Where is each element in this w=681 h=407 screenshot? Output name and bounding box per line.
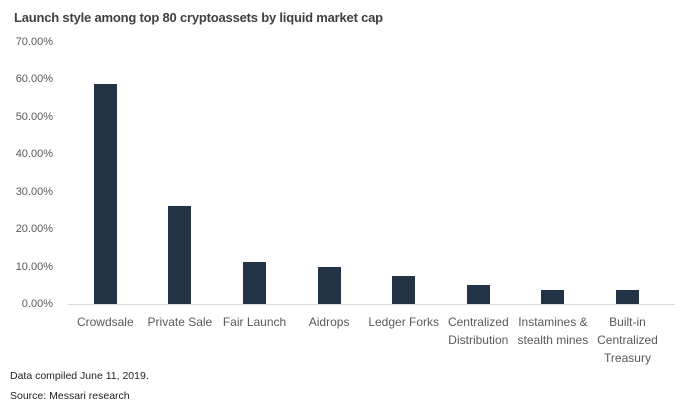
bar-ledger-forks (392, 275, 416, 304)
y-axis-tick-label: 50.00% (15, 110, 53, 123)
bar-built-in-centralized-treasury (616, 289, 639, 304)
x-axis-label-line: Instamines & (518, 315, 588, 329)
x-axis-label-line: Crowdsale (76, 315, 134, 329)
x-axis-label-line: Centralized (597, 333, 658, 347)
x-axis-label-centralized-distribution: Centralized Distribution (433, 313, 523, 349)
x-axis-label-line: Aidrops (308, 315, 350, 329)
bar-aidrops (317, 266, 341, 304)
y-axis-tick-label: 10.00% (15, 260, 53, 273)
x-axis-label-crowdsale: Crowdsale (60, 313, 150, 331)
y-axis-tick-label: 30.00% (15, 185, 53, 198)
y-axis-tick-label: 40.00% (15, 148, 53, 161)
x-axis-line (68, 304, 675, 305)
x-axis-label-line: Fair Launch (222, 315, 287, 329)
footnote-source: Source: Messari research (10, 390, 130, 402)
y-axis-tick-label: 0.00% (21, 298, 53, 310)
y-axis-tick-label: 70.00% (15, 36, 53, 48)
x-axis-label-line: Ledger Forks (368, 315, 440, 329)
x-axis-label-private-sale: Private Sale (135, 313, 225, 331)
x-axis-label-line: Distribution (448, 333, 509, 347)
x-axis-label-aidrops: Aidrops (284, 313, 374, 331)
y-axis-tick-label: 20.00% (15, 223, 53, 236)
bar-crowdsale (93, 84, 117, 304)
bar-instamines-stealth-mines (541, 289, 565, 304)
x-axis-label-built-in-centralized-treasury: Built-in Centralized Treasury (583, 313, 673, 367)
x-axis-label-instamines-stealth-mines: Instamines & stealth mines (508, 313, 598, 349)
x-axis-label-ledger-forks: Ledger Forks (359, 313, 449, 331)
x-axis-label-line: Built-in (609, 315, 646, 329)
x-axis-label-line: stealth mines (517, 333, 589, 347)
x-axis-label-line: Treasury (604, 351, 651, 365)
bar-private-sale (168, 205, 192, 304)
bar-centralized-distribution (466, 285, 490, 304)
y-axis-tick-label: 60.00% (15, 73, 53, 86)
x-axis-label-line: Centralized (447, 315, 509, 329)
chart-footnote: Data compiled June 11, 2019. Source: Mes… (10, 366, 149, 406)
footnote-data-compiled: Data compiled June 11, 2019. (10, 370, 149, 382)
x-axis-label-line: Private Sale (147, 315, 213, 329)
chart-title: Launch style among top 80 cryptoassets b… (14, 10, 383, 25)
x-axis-label-fair-launch: Fair Launch (210, 313, 300, 331)
bar-fair-launch (243, 261, 266, 304)
